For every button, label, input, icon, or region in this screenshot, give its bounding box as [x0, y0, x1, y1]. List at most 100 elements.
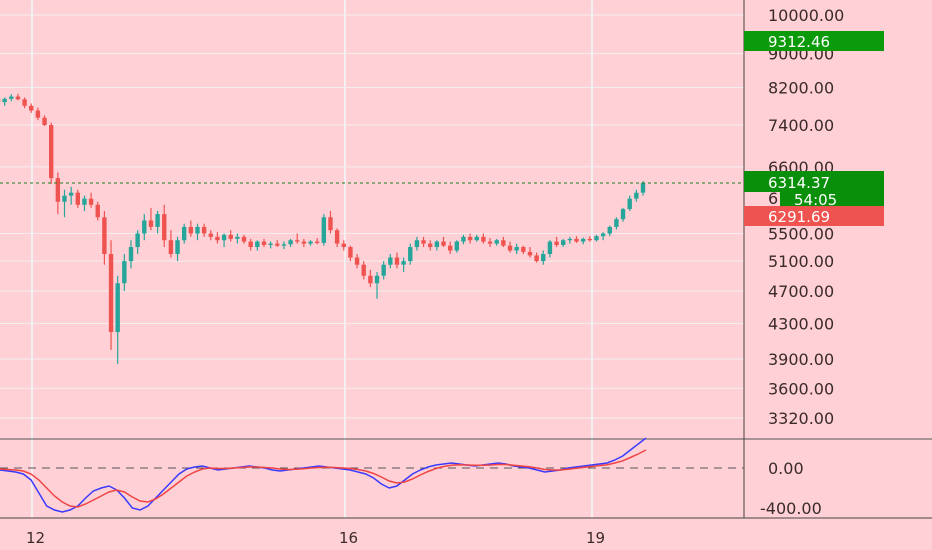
candle	[208, 230, 213, 241]
candle	[607, 225, 612, 237]
candle	[567, 236, 573, 244]
oscillator-tick-label: -400.00	[760, 499, 822, 518]
candle-body	[461, 236, 466, 242]
candle	[554, 236, 559, 248]
candle	[75, 189, 80, 208]
candle	[102, 210, 107, 265]
candle	[447, 241, 453, 255]
candle	[95, 201, 100, 221]
candle-body	[42, 117, 47, 126]
candle-body	[487, 241, 493, 244]
candle	[467, 233, 473, 244]
candle	[421, 236, 426, 248]
candle	[181, 223, 187, 244]
candle-body	[328, 217, 333, 231]
candle	[142, 214, 147, 241]
candle	[441, 236, 446, 248]
candle-body	[102, 217, 107, 255]
candle-body	[614, 219, 619, 227]
candle-body	[215, 236, 220, 241]
candle	[341, 240, 346, 251]
candle-body	[434, 241, 440, 248]
candle	[627, 195, 632, 211]
candle-body	[68, 192, 74, 196]
candle	[29, 103, 34, 113]
candle	[295, 233, 300, 244]
candle	[394, 252, 400, 269]
candle	[228, 230, 233, 242]
time-tick-label: 12	[26, 529, 45, 547]
candle	[175, 236, 180, 262]
candle	[62, 189, 67, 218]
candle-body	[401, 261, 406, 265]
candle-body	[441, 241, 446, 246]
candle	[561, 238, 566, 248]
candle-body	[95, 204, 100, 218]
candle	[35, 107, 41, 121]
price-tag-last-label: 6314.37	[768, 174, 830, 192]
candle-body	[115, 283, 120, 333]
candle-body	[348, 247, 353, 258]
candle	[82, 195, 87, 211]
candle	[434, 240, 440, 251]
candle	[474, 234, 479, 242]
candle	[235, 233, 240, 244]
candle-body	[188, 226, 194, 234]
candle-body	[9, 96, 14, 99]
candle-body	[281, 244, 287, 246]
candle-body	[55, 178, 61, 202]
time-tick-label: 16	[339, 529, 358, 547]
candle-body	[241, 236, 247, 242]
candle-body	[168, 240, 174, 255]
candle-body	[467, 236, 473, 241]
candle-body	[314, 241, 320, 243]
candle	[261, 238, 267, 248]
candle	[122, 254, 127, 291]
candle	[241, 234, 247, 244]
candle	[188, 220, 194, 237]
candle-body	[88, 198, 94, 205]
price-tag-9312-bg	[744, 31, 884, 51]
candle-body	[308, 241, 313, 244]
candle-body	[128, 247, 134, 262]
candle-body	[454, 241, 460, 251]
candle-body	[35, 110, 41, 118]
candle-body	[561, 240, 566, 245]
candle	[255, 240, 260, 251]
candle	[221, 233, 227, 248]
candle	[541, 250, 546, 265]
candle-body	[547, 241, 553, 255]
candle	[9, 94, 14, 102]
price-tag-9312-label: 9312.46	[768, 33, 830, 51]
candle	[168, 230, 174, 258]
candle-body	[541, 254, 546, 262]
candle	[348, 245, 353, 262]
candle	[268, 241, 273, 249]
oscillator-axis[interactable]: 0.00 -400.00	[760, 459, 822, 518]
candle	[115, 275, 120, 364]
candle	[215, 232, 220, 244]
candle	[521, 245, 526, 255]
candle-body	[381, 264, 386, 276]
candle	[428, 240, 433, 251]
candle-body	[268, 243, 273, 245]
candle-body	[295, 240, 300, 242]
candle	[388, 254, 393, 269]
candle-body	[201, 226, 207, 234]
price-axis[interactable]: 10000.009000.008200.007400.006600.005500…	[768, 6, 844, 428]
candle-body	[494, 240, 499, 244]
candle-body	[22, 99, 27, 106]
candle	[281, 241, 287, 250]
price-tag-9312: 9312.46	[744, 31, 884, 51]
candle-body	[607, 226, 612, 234]
candle	[481, 233, 486, 244]
candle	[334, 228, 340, 248]
candle-body	[600, 233, 606, 237]
price-tick-label: 10000.00	[768, 6, 844, 25]
candle-body	[275, 243, 280, 246]
candle-body	[288, 240, 293, 245]
time-axis[interactable]: 12 16 19	[26, 529, 605, 547]
candle-body	[620, 209, 626, 220]
candle-body	[361, 264, 366, 276]
